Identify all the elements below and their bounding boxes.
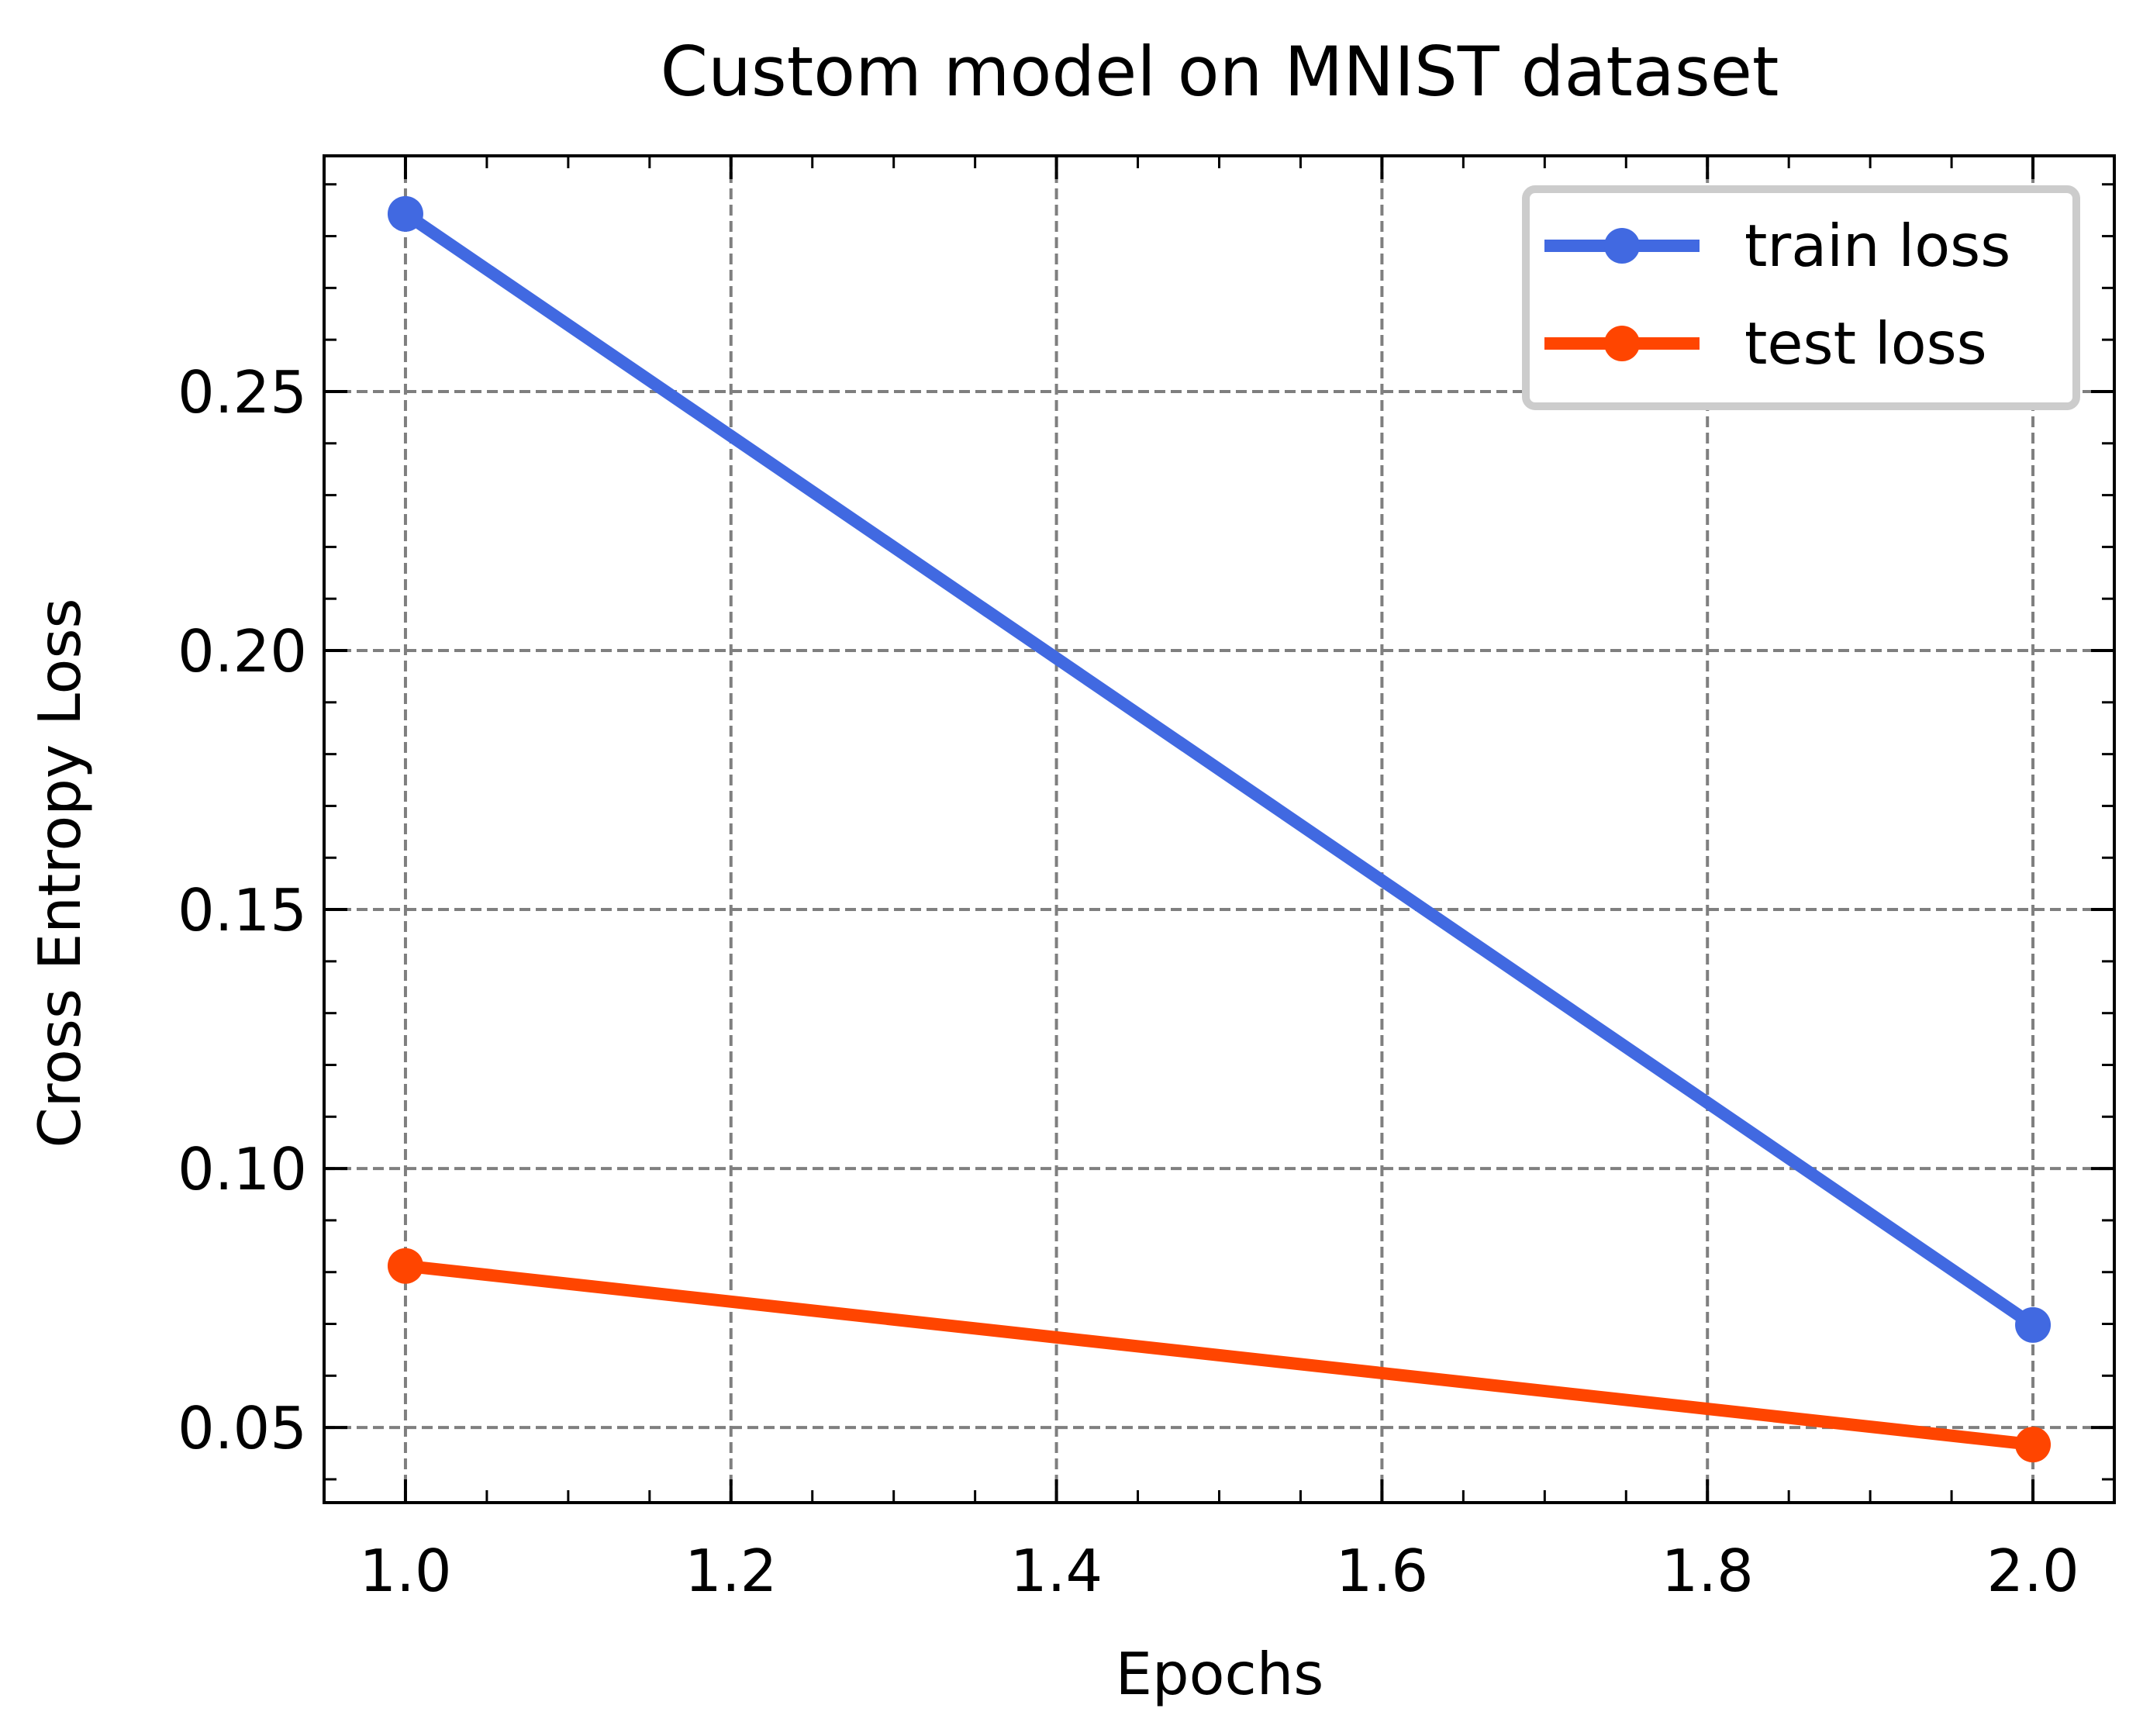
train-loss-point [387,195,423,232]
plot-series [387,195,2052,1463]
x-axis-label: Epochs [1116,1640,1324,1708]
legend-label-test-loss: test loss [1744,309,1987,378]
x-tick-labels: 1.0 1.2 1.4 1.6 1.8 2.0 [359,1537,2079,1605]
y-tick-label: 0.10 [178,1135,307,1203]
x-tick-label: 2.0 [1986,1537,2079,1605]
y-tick-label: 0.20 [178,617,307,685]
y-tick-label: 0.25 [178,358,307,426]
test-loss-line [405,1259,2034,1451]
y-axis-label: Cross Entropy Loss [26,598,94,1148]
legend-marker-train-loss [1604,228,1640,264]
legend-marker-test-loss [1604,326,1640,361]
y-tick-labels: 0.05 0.10 0.15 0.20 0.25 [178,358,307,1462]
test-loss-point [387,1248,423,1284]
legend-label-train-loss: train loss [1744,212,2010,280]
x-tick-label: 1.6 [1336,1537,1428,1605]
legend: train loss test loss [1522,185,2080,410]
x-tick-label: 1.2 [685,1537,777,1605]
chart-title: Custom model on MNIST dataset [661,32,1779,112]
x-tick-label: 1.0 [359,1537,451,1605]
x-tick-label: 1.8 [1662,1537,1754,1605]
x-tick-label: 1.4 [1010,1537,1103,1605]
train-loss-line [402,209,2037,1330]
grid [324,156,2114,1503]
train-loss-point [2015,1306,2052,1343]
y-tick-label: 0.05 [178,1394,307,1462]
y-tick-label: 0.15 [178,876,307,944]
minor-ticks [324,156,2114,1503]
plot-frame [323,154,2116,1504]
major-ticks [324,156,2114,1503]
test-loss-point [2015,1427,2052,1463]
